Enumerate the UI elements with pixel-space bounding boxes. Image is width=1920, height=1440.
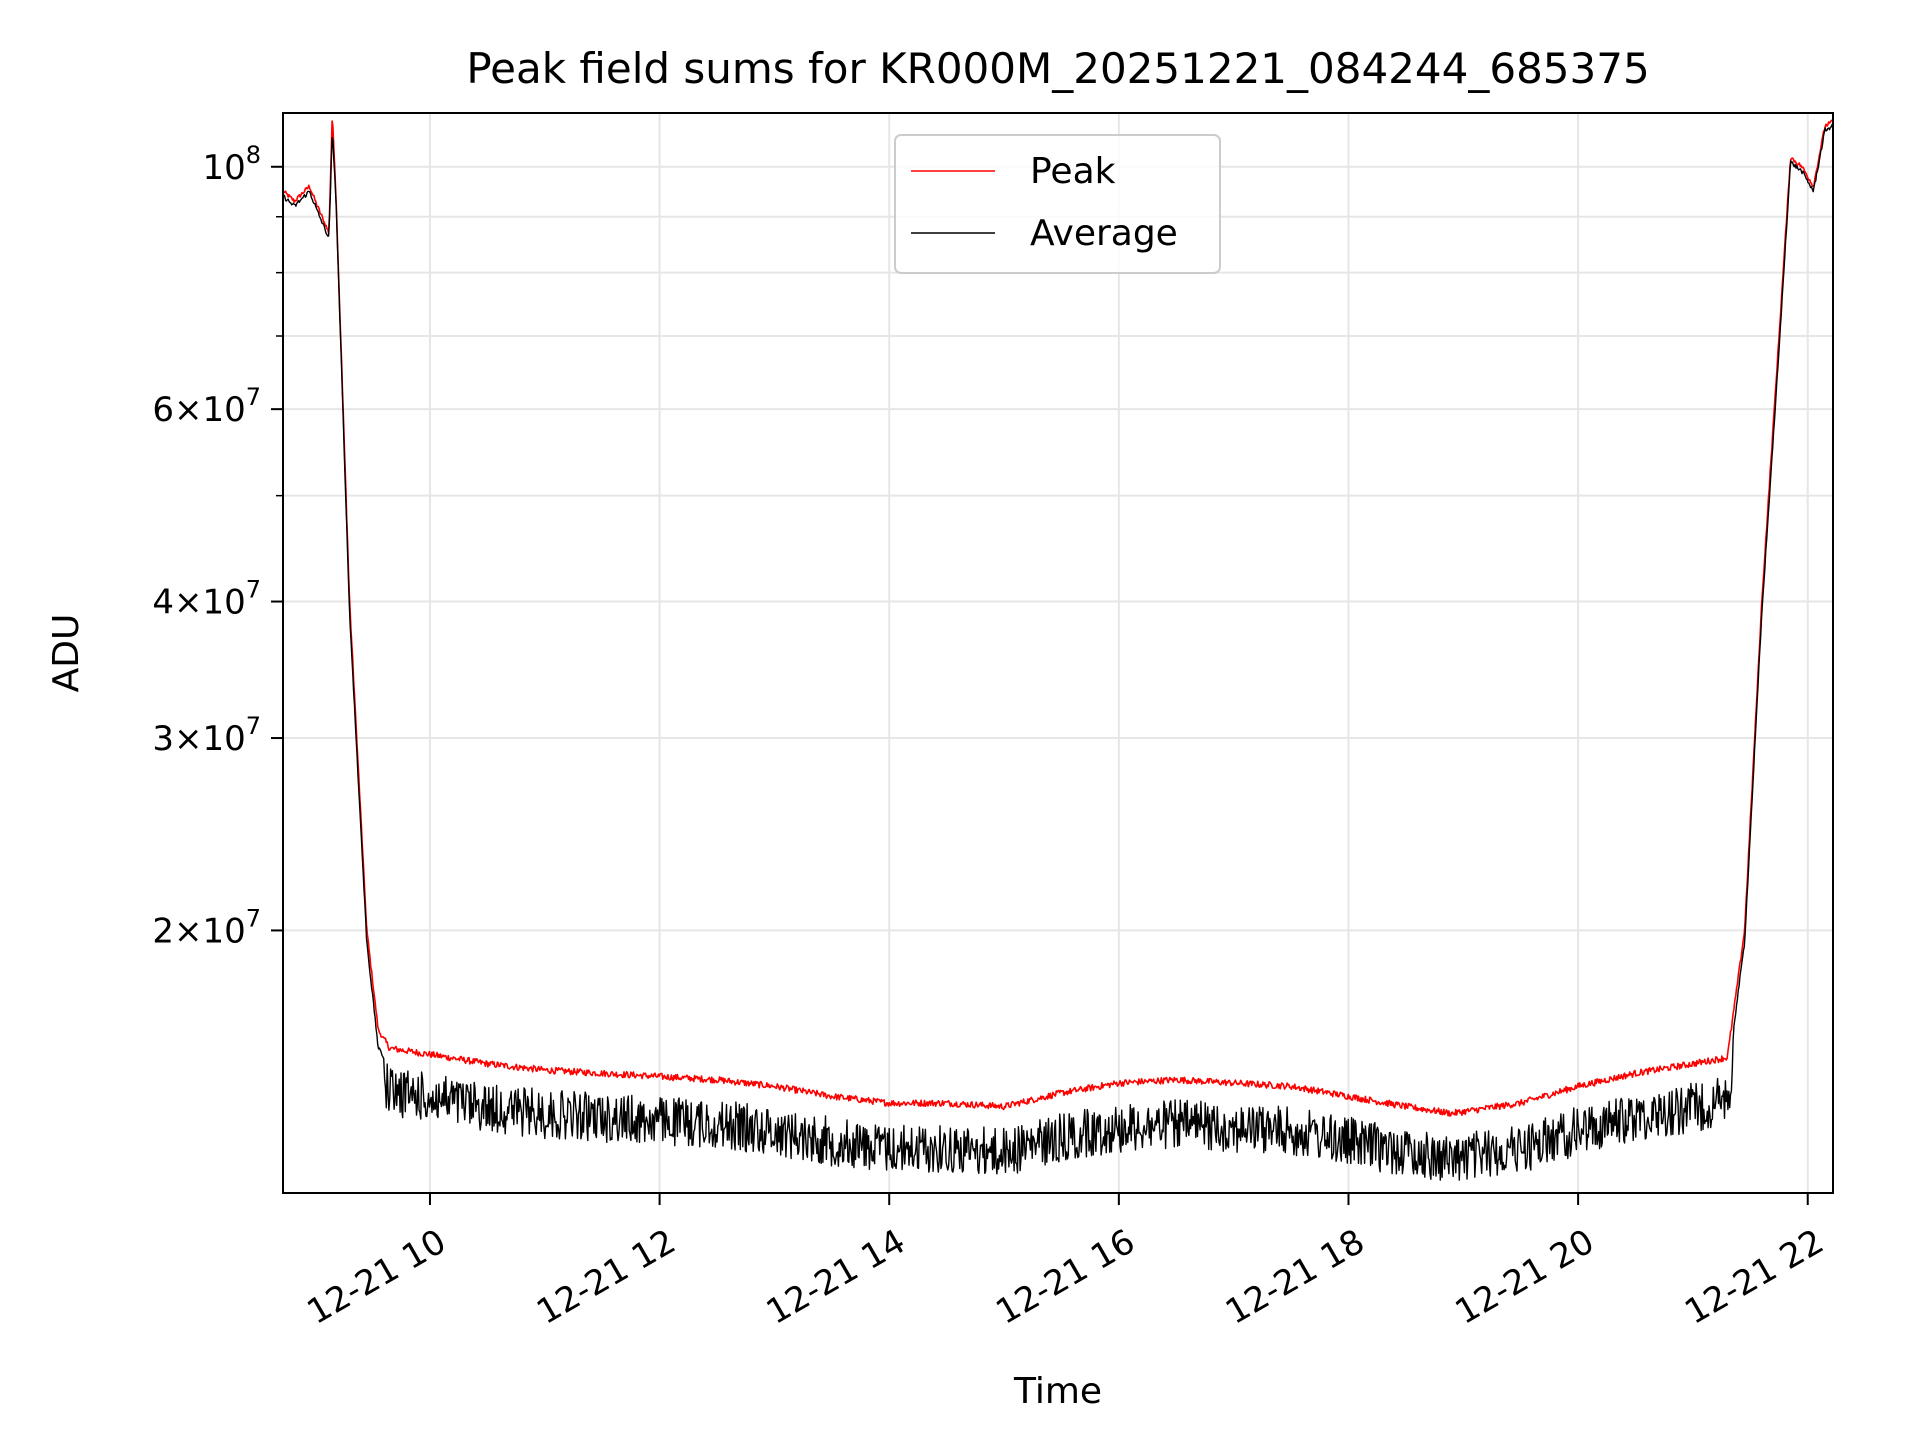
y-tick-label: 6×107: [152, 383, 261, 430]
y-axis-label: ADU: [46, 614, 87, 693]
legend: Peak Average: [894, 134, 1221, 274]
legend-box: [894, 134, 1221, 274]
y-tick-label: 2×107: [152, 904, 261, 951]
y-tick-label: 3×107: [152, 712, 261, 759]
series-lines: [282, 119, 1834, 1181]
x-axis-label: Time: [1013, 1371, 1102, 1412]
chart-title: Peak field sums for KR000M_20251221_0842…: [466, 44, 1649, 93]
y-tick-label: 4×107: [152, 576, 261, 623]
series-line-peak: [282, 119, 1834, 1117]
series-line-average: [282, 123, 1834, 1181]
legend-label-average: Average: [1030, 213, 1178, 254]
plot-area-frame: [282, 112, 1834, 1194]
legend-label-peak: Peak: [1030, 151, 1116, 192]
